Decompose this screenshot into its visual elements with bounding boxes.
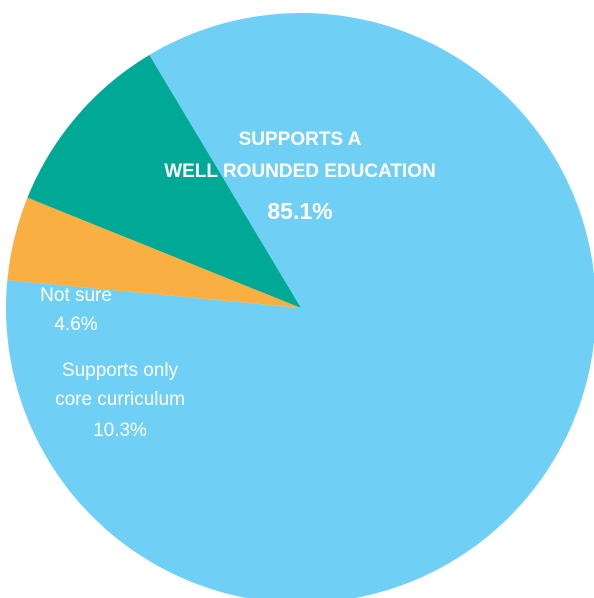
slice-label-core-line1: Supports only	[62, 360, 179, 381]
slice-label-not-sure: Not sure	[40, 285, 112, 306]
pie-slices	[6, 13, 594, 598]
slice-label-core-line2: core curriculum	[55, 389, 185, 410]
slice-value-well-rounded: 85.1%	[267, 198, 332, 224]
slice-label-well-rounded-line1: SUPPORTS A	[239, 129, 362, 150]
pie-labels: SUPPORTS A WELL ROUNDED EDUCATION 85.1% …	[40, 129, 436, 441]
slice-label-well-rounded-line2: WELL ROUNDED EDUCATION	[164, 161, 436, 182]
pie-slice-well-rounded	[6, 13, 594, 598]
pie-slice-core-curriculum	[27, 54, 301, 309]
pie-slice-not-sure	[7, 197, 302, 308]
slice-value-core: 10.3%	[93, 420, 147, 441]
slice-value-not-sure: 4.6%	[54, 314, 97, 335]
